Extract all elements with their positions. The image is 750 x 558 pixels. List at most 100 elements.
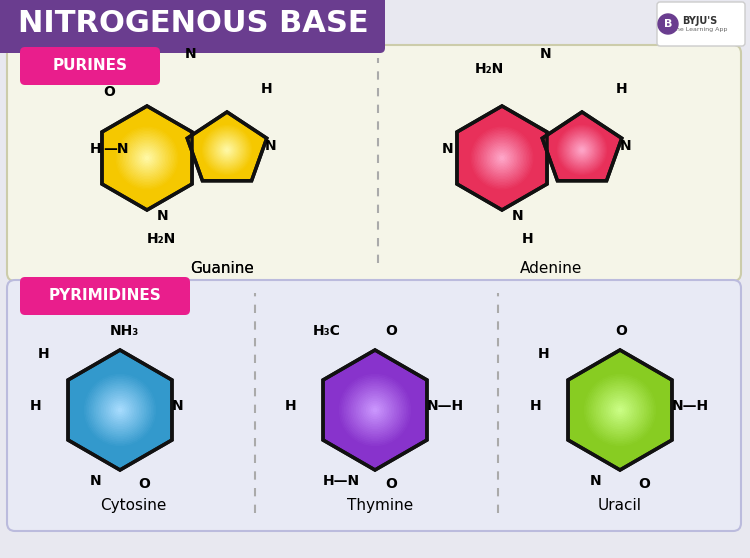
Circle shape <box>578 147 586 153</box>
Circle shape <box>220 143 234 157</box>
Circle shape <box>85 374 155 445</box>
Circle shape <box>343 378 407 442</box>
Text: Guanine: Guanine <box>190 261 254 276</box>
Circle shape <box>146 157 148 160</box>
Circle shape <box>374 408 376 412</box>
Circle shape <box>225 148 230 152</box>
Circle shape <box>470 126 534 190</box>
Circle shape <box>497 153 506 162</box>
Circle shape <box>559 127 605 174</box>
Circle shape <box>367 402 383 418</box>
Circle shape <box>121 132 173 184</box>
Circle shape <box>477 133 527 183</box>
Text: The Learning App: The Learning App <box>672 27 728 32</box>
Text: H: H <box>261 82 273 96</box>
Circle shape <box>224 147 230 153</box>
Circle shape <box>88 378 152 442</box>
Circle shape <box>141 152 153 164</box>
Circle shape <box>495 151 509 165</box>
Text: PURINES: PURINES <box>53 59 128 74</box>
Text: NH₃: NH₃ <box>110 324 140 338</box>
Circle shape <box>595 384 645 435</box>
Text: H: H <box>285 399 296 413</box>
Text: O: O <box>385 324 397 338</box>
Circle shape <box>474 130 530 186</box>
Circle shape <box>569 137 595 163</box>
Circle shape <box>371 407 379 413</box>
Circle shape <box>125 136 169 180</box>
Circle shape <box>500 157 503 160</box>
Circle shape <box>127 137 167 179</box>
Circle shape <box>483 139 521 177</box>
Text: PYRIMIDINES: PYRIMIDINES <box>49 288 161 304</box>
Circle shape <box>356 391 394 429</box>
Text: NITROGENOUS BASE: NITROGENOUS BASE <box>18 8 369 37</box>
Text: H—N: H—N <box>323 474 360 488</box>
Circle shape <box>82 373 158 447</box>
Circle shape <box>596 386 644 434</box>
Circle shape <box>557 126 607 175</box>
Text: N—H: N—H <box>427 399 464 413</box>
Polygon shape <box>68 350 172 470</box>
Circle shape <box>608 398 631 422</box>
Circle shape <box>116 127 178 189</box>
Circle shape <box>202 126 251 175</box>
Circle shape <box>346 381 404 439</box>
Text: —N: —N <box>103 142 128 156</box>
Circle shape <box>618 408 622 412</box>
Circle shape <box>471 127 532 189</box>
Circle shape <box>593 383 647 437</box>
Circle shape <box>105 395 135 425</box>
Circle shape <box>201 124 253 176</box>
Circle shape <box>348 383 402 437</box>
Circle shape <box>211 135 242 165</box>
Circle shape <box>561 129 603 171</box>
Text: H: H <box>522 232 534 246</box>
Circle shape <box>598 388 642 432</box>
Polygon shape <box>457 106 547 210</box>
Circle shape <box>560 128 604 172</box>
Circle shape <box>132 143 162 172</box>
Circle shape <box>566 134 598 166</box>
Circle shape <box>499 155 505 161</box>
Circle shape <box>610 400 630 420</box>
Circle shape <box>578 145 586 155</box>
Text: Guanine: Guanine <box>190 261 254 276</box>
Circle shape <box>115 126 179 190</box>
FancyBboxPatch shape <box>20 47 160 85</box>
Circle shape <box>103 393 137 427</box>
Circle shape <box>89 379 151 440</box>
Text: H: H <box>530 399 542 413</box>
Circle shape <box>213 136 241 164</box>
Text: N: N <box>442 142 454 156</box>
Text: N: N <box>620 139 632 153</box>
Text: Cytosine: Cytosine <box>100 498 166 513</box>
Circle shape <box>138 149 156 167</box>
Circle shape <box>204 127 251 174</box>
Circle shape <box>567 135 597 165</box>
Circle shape <box>368 403 382 417</box>
Circle shape <box>584 374 656 445</box>
Circle shape <box>362 397 388 424</box>
Circle shape <box>602 391 638 429</box>
Circle shape <box>338 373 412 447</box>
Circle shape <box>113 403 127 417</box>
Circle shape <box>96 386 144 434</box>
Polygon shape <box>323 350 427 470</box>
Circle shape <box>607 397 634 424</box>
Circle shape <box>144 155 150 161</box>
Circle shape <box>611 402 628 418</box>
Text: N: N <box>590 474 602 488</box>
FancyBboxPatch shape <box>7 45 741 281</box>
Circle shape <box>222 145 232 155</box>
Circle shape <box>135 146 159 170</box>
Circle shape <box>98 388 142 432</box>
Circle shape <box>580 148 584 152</box>
Circle shape <box>364 400 386 420</box>
Circle shape <box>136 148 158 169</box>
Circle shape <box>568 136 596 164</box>
Circle shape <box>340 374 410 445</box>
Circle shape <box>492 148 512 169</box>
Circle shape <box>615 405 625 415</box>
Circle shape <box>119 130 175 186</box>
